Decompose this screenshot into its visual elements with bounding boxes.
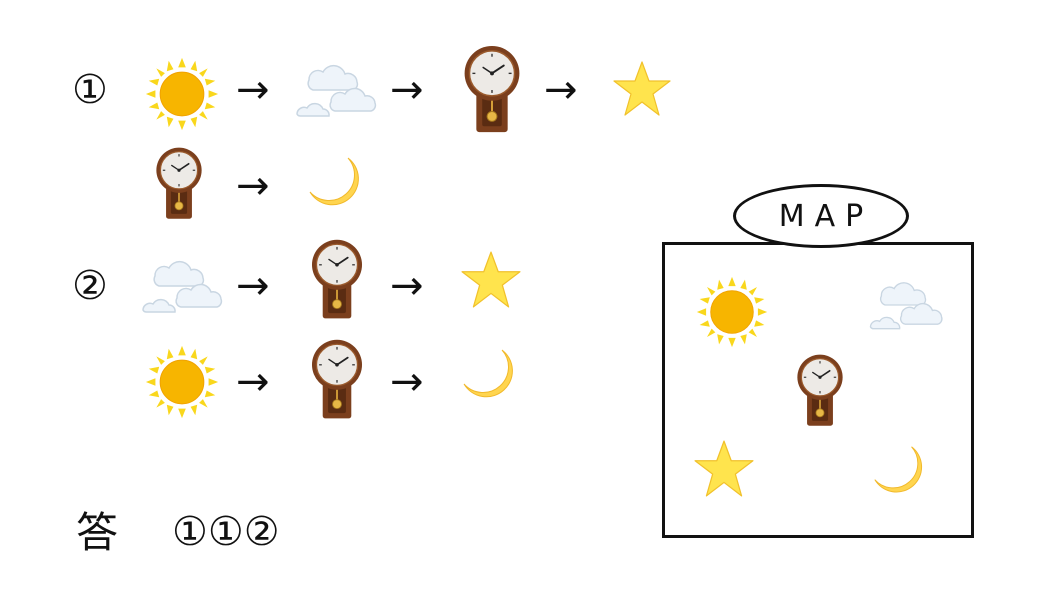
star-icon xyxy=(693,439,755,499)
arrow-icon: → xyxy=(236,163,270,209)
arrow-icon: → xyxy=(236,359,270,405)
star-icon xyxy=(460,250,522,310)
pendulum-clock-icon xyxy=(310,338,364,422)
answer-label: 答 xyxy=(76,508,119,557)
crescent-moon-icon xyxy=(869,441,927,499)
row-1-label: ① xyxy=(72,67,108,113)
arrow-icon: → xyxy=(390,67,424,113)
pendulum-clock-icon xyxy=(795,353,845,429)
star-icon xyxy=(612,60,672,118)
clouds-icon xyxy=(136,254,228,318)
answer-sequence: ①①② xyxy=(172,509,280,555)
clouds-icon xyxy=(290,58,382,122)
clouds-icon xyxy=(865,275,947,335)
map-title-oval: MAP xyxy=(733,184,909,248)
pendulum-clock-icon xyxy=(310,238,364,322)
crescent-moon-icon xyxy=(304,152,364,212)
row-2-label: ② xyxy=(72,263,108,309)
arrow-icon: → xyxy=(544,67,578,113)
arrow-icon: → xyxy=(390,263,424,309)
crescent-moon-icon xyxy=(458,344,518,404)
pendulum-clock-icon xyxy=(462,44,522,136)
pendulum-clock-icon xyxy=(154,146,204,222)
arrow-icon: → xyxy=(236,67,270,113)
arrow-icon: → xyxy=(236,263,270,309)
sun-icon xyxy=(144,56,220,132)
sun-icon xyxy=(144,344,220,420)
sun-icon xyxy=(695,275,769,349)
map-box xyxy=(662,242,974,538)
map-title: MAP xyxy=(778,198,874,234)
arrow-icon: → xyxy=(390,359,424,405)
